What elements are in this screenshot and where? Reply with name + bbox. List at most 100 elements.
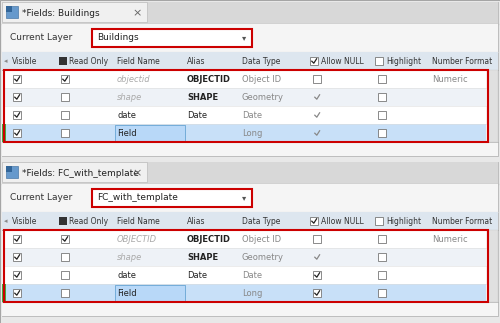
Text: SHAPE: SHAPE	[187, 253, 218, 262]
Bar	[2, 212, 498, 230]
Bar	[13, 253, 21, 261]
Text: Read Only: Read Only	[69, 57, 108, 66]
Bar	[6, 6, 18, 18]
Text: Read Only: Read Only	[69, 216, 108, 225]
Text: Date: Date	[242, 110, 262, 120]
Text: ◂: ◂	[4, 58, 8, 64]
Bar	[13, 235, 21, 243]
Bar	[488, 70, 498, 142]
Bar	[2, 24, 498, 156]
Bar	[2, 2, 147, 22]
Text: Visible: Visible	[12, 57, 38, 66]
Bar	[378, 75, 386, 83]
Bar	[13, 271, 21, 279]
Bar	[61, 289, 69, 297]
Bar	[310, 217, 318, 225]
Text: Highlight: Highlight	[386, 216, 421, 225]
Bar	[4, 106, 486, 124]
Text: Object ID: Object ID	[242, 75, 281, 84]
Bar	[6, 166, 18, 178]
Text: shape: shape	[117, 253, 142, 262]
Text: ×: ×	[132, 8, 141, 18]
Text: date: date	[117, 110, 136, 120]
Bar	[2, 162, 498, 316]
Text: Allow NULL: Allow NULL	[321, 57, 364, 66]
Text: Alias: Alias	[187, 57, 206, 66]
Bar	[2, 124, 6, 142]
Bar	[378, 111, 386, 119]
Text: *Fields: FC_with_template: *Fields: FC_with_template	[22, 169, 139, 178]
Bar	[4, 230, 488, 302]
Text: Current Layer: Current Layer	[10, 34, 72, 43]
Bar	[375, 217, 383, 225]
Text: Geometry: Geometry	[242, 92, 284, 101]
Text: date: date	[117, 270, 136, 279]
Bar	[378, 129, 386, 137]
Text: Data Type: Data Type	[242, 57, 281, 66]
Text: Number Format: Number Format	[432, 57, 492, 66]
Bar	[61, 253, 69, 261]
Text: Data Type: Data Type	[242, 216, 281, 225]
Text: Alias: Alias	[187, 216, 206, 225]
Text: Long: Long	[242, 129, 262, 138]
Text: Visible: Visible	[12, 216, 38, 225]
Bar	[4, 230, 486, 248]
Text: Number Format: Number Format	[432, 216, 492, 225]
Bar	[61, 75, 69, 83]
Text: Object ID: Object ID	[242, 234, 281, 244]
Bar	[4, 70, 488, 142]
Text: Buildings: Buildings	[97, 34, 138, 43]
Text: Field: Field	[117, 129, 136, 138]
Bar	[2, 2, 498, 24]
Text: Long: Long	[242, 288, 262, 297]
Bar	[2, 162, 147, 182]
Text: Highlight: Highlight	[386, 57, 421, 66]
Bar	[2, 52, 498, 70]
Bar	[61, 111, 69, 119]
Bar	[4, 124, 486, 142]
Bar	[13, 111, 21, 119]
Bar	[13, 129, 21, 137]
Text: Numeric: Numeric	[432, 75, 468, 84]
Text: Geometry: Geometry	[242, 253, 284, 262]
Bar	[92, 29, 252, 47]
Bar	[61, 271, 69, 279]
Bar	[6, 166, 12, 172]
Bar	[61, 129, 69, 137]
Bar	[375, 57, 383, 65]
Bar	[2, 284, 6, 302]
Bar	[4, 266, 486, 284]
Bar	[59, 57, 67, 65]
Bar	[313, 75, 321, 83]
Text: Field: Field	[117, 288, 136, 297]
Text: SHAPE: SHAPE	[187, 92, 218, 101]
Bar	[2, 162, 498, 184]
Bar	[488, 230, 498, 302]
Text: FC_with_template: FC_with_template	[97, 193, 178, 203]
Bar	[4, 248, 486, 266]
Bar	[4, 88, 486, 106]
Bar	[115, 125, 185, 141]
Bar	[61, 93, 69, 101]
Bar	[378, 289, 386, 297]
Text: OBJECTID: OBJECTID	[117, 234, 157, 244]
Bar	[13, 75, 21, 83]
Bar	[310, 57, 318, 65]
Text: Date: Date	[242, 270, 262, 279]
Text: ◂: ◂	[4, 218, 8, 224]
Bar	[115, 285, 185, 301]
Bar	[92, 189, 252, 207]
Bar	[61, 235, 69, 243]
Text: Date: Date	[187, 270, 207, 279]
Text: *Fields: Buildings: *Fields: Buildings	[22, 8, 100, 17]
Bar	[13, 289, 21, 297]
Bar	[6, 6, 12, 12]
Bar	[313, 289, 321, 297]
Bar	[378, 93, 386, 101]
Bar	[4, 70, 486, 88]
Bar	[313, 235, 321, 243]
Text: ▾: ▾	[242, 34, 246, 43]
Text: ▾: ▾	[242, 193, 246, 203]
Bar	[378, 235, 386, 243]
Text: Field Name: Field Name	[117, 57, 160, 66]
